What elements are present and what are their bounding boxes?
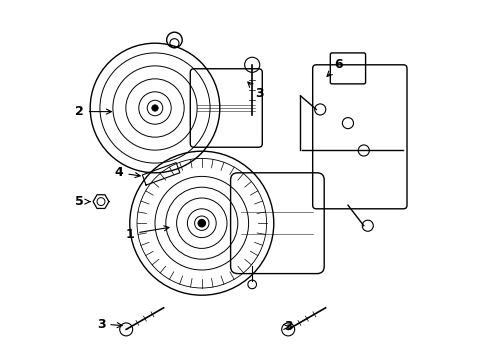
Text: 4: 4 [115,166,140,179]
Circle shape [152,105,158,111]
Text: 2: 2 [75,105,111,118]
Circle shape [198,220,205,227]
Text: 5: 5 [75,195,90,208]
Text: 3: 3 [97,318,122,330]
Text: 6: 6 [327,58,343,76]
Text: 3: 3 [284,320,293,333]
Text: 1: 1 [125,226,169,240]
Text: 3: 3 [248,82,264,100]
